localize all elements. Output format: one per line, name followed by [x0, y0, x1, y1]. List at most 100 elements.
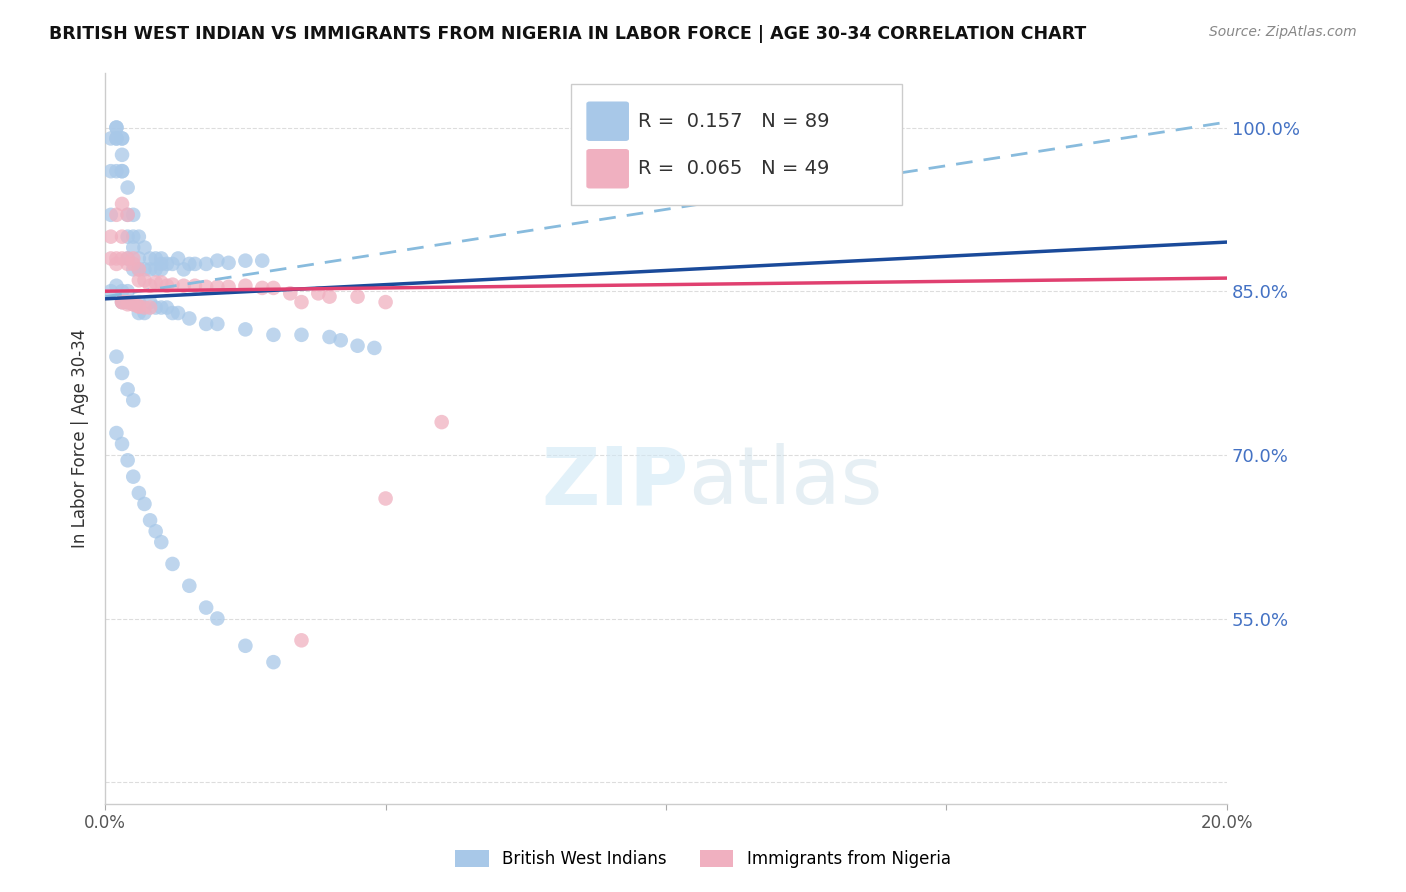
Point: [122, 241, 145, 255]
Point: [128, 306, 150, 320]
Point: [111, 131, 134, 145]
Point: [374, 491, 396, 506]
Point: [117, 229, 139, 244]
Text: Source: ZipAtlas.com: Source: ZipAtlas.com: [1209, 25, 1357, 39]
Point: [139, 513, 162, 527]
Point: [111, 295, 134, 310]
Point: [122, 297, 145, 311]
Point: [150, 257, 173, 271]
Point: [100, 131, 122, 145]
Point: [346, 290, 368, 304]
Point: [122, 229, 145, 244]
Point: [235, 322, 257, 336]
Point: [145, 301, 167, 315]
Point: [128, 300, 150, 314]
Point: [117, 252, 139, 266]
Point: [235, 278, 257, 293]
Point: [173, 278, 195, 293]
Point: [374, 295, 396, 310]
Point: [122, 208, 145, 222]
Point: [128, 295, 150, 310]
Point: [134, 497, 156, 511]
Point: [145, 524, 167, 539]
Point: [262, 281, 284, 295]
Point: [117, 208, 139, 222]
Point: [122, 257, 145, 271]
Point: [105, 350, 128, 364]
Point: [145, 276, 167, 290]
Text: BRITISH WEST INDIAN VS IMMIGRANTS FROM NIGERIA IN LABOR FORCE | AGE 30-34 CORREL: BRITISH WEST INDIAN VS IMMIGRANTS FROM N…: [49, 25, 1087, 43]
Point: [162, 257, 184, 271]
Point: [122, 393, 145, 408]
Point: [207, 280, 229, 294]
Point: [156, 278, 179, 293]
Point: [117, 295, 139, 310]
Point: [128, 229, 150, 244]
Point: [122, 469, 145, 483]
Point: [105, 252, 128, 266]
Point: [139, 262, 162, 277]
Point: [105, 208, 128, 222]
Point: [167, 306, 190, 320]
Point: [117, 208, 139, 222]
Point: [122, 262, 145, 277]
Point: [134, 301, 156, 315]
Point: [105, 278, 128, 293]
Point: [134, 306, 156, 320]
Point: [179, 257, 201, 271]
Point: [207, 253, 229, 268]
Point: [111, 295, 134, 310]
Point: [111, 131, 134, 145]
Point: [207, 317, 229, 331]
Point: [167, 252, 190, 266]
Point: [105, 120, 128, 135]
Point: [111, 295, 134, 310]
Point: [329, 333, 352, 347]
Point: [100, 164, 122, 178]
Point: [117, 257, 139, 271]
Point: [105, 131, 128, 145]
Point: [195, 600, 218, 615]
Point: [218, 280, 240, 294]
Point: [150, 252, 173, 266]
Point: [100, 284, 122, 298]
Text: atlas: atlas: [689, 443, 883, 521]
FancyBboxPatch shape: [586, 102, 628, 141]
Point: [122, 252, 145, 266]
Point: [290, 295, 312, 310]
Point: [179, 579, 201, 593]
Point: [195, 257, 218, 271]
FancyBboxPatch shape: [571, 84, 901, 204]
Point: [156, 257, 179, 271]
Point: [184, 257, 207, 271]
Point: [879, 164, 901, 178]
Point: [100, 252, 122, 266]
Point: [307, 286, 329, 301]
Point: [117, 383, 139, 397]
Point: [195, 280, 218, 294]
Point: [139, 278, 162, 293]
Point: [139, 252, 162, 266]
Point: [117, 453, 139, 467]
Point: [100, 208, 122, 222]
Y-axis label: In Labor Force | Age 30-34: In Labor Force | Age 30-34: [72, 329, 89, 548]
Text: R =  0.157   N = 89: R = 0.157 N = 89: [638, 112, 830, 131]
Point: [278, 286, 301, 301]
Point: [252, 253, 274, 268]
Point: [145, 262, 167, 277]
Point: [156, 301, 179, 315]
Point: [179, 311, 201, 326]
Point: [207, 611, 229, 625]
Point: [290, 327, 312, 342]
Point: [105, 164, 128, 178]
Point: [105, 120, 128, 135]
Point: [111, 229, 134, 244]
Point: [134, 273, 156, 287]
Point: [111, 148, 134, 162]
Point: [318, 330, 340, 344]
Point: [262, 327, 284, 342]
Point: [111, 284, 134, 298]
Point: [145, 252, 167, 266]
Point: [111, 164, 134, 178]
Point: [235, 253, 257, 268]
